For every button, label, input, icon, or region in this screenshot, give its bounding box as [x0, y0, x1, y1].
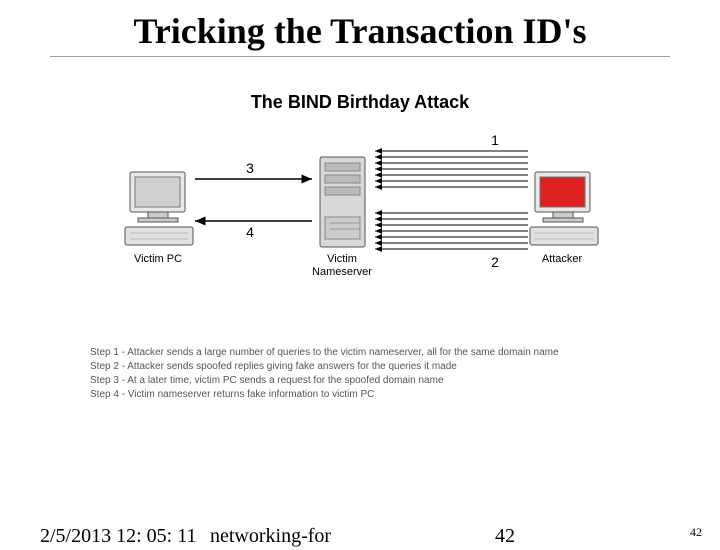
attacker-icon: [530, 172, 598, 245]
diagram-container: The BIND Birthday Attack Victim PC: [90, 92, 630, 402]
label-2: 2: [491, 254, 499, 270]
step-2: Step 2 - Attacker sends spoofed replies …: [90, 360, 559, 374]
victim-pc-icon: [125, 172, 193, 245]
step-4: Step 4 - Victim nameserver returns fake …: [90, 388, 559, 402]
step-3: Step 3 - At a later time, victim PC send…: [90, 374, 559, 388]
victim-ns-label-1: Victim: [327, 253, 357, 265]
attack-diagram: Victim PC Victim Nameserver Attacker 3: [90, 117, 630, 347]
title-underline: [50, 56, 670, 57]
label-4: 4: [246, 224, 254, 240]
attacker-label: Attacker: [542, 253, 583, 265]
victim-ns-label-2: Nameserver: [312, 266, 372, 278]
footer-timestamp: 2/5/2013 12: 05: 11: [40, 525, 196, 548]
steps-list: Step 1 - Attacker sends a large number o…: [90, 346, 559, 402]
bundle-2: [375, 213, 528, 249]
footer-small-page: 42: [690, 525, 702, 540]
footer-page: 42: [495, 525, 515, 548]
label-3: 3: [246, 160, 254, 176]
step-1: Step 1 - Attacker sends a large number o…: [90, 346, 559, 360]
footer-filename: networking-for: [210, 525, 331, 548]
label-1: 1: [491, 132, 499, 148]
bundle-1: [375, 151, 528, 187]
diagram-title: The BIND Birthday Attack: [90, 92, 630, 113]
slide-title: Tricking the Transaction ID's: [0, 10, 720, 52]
victim-nameserver-icon: [320, 157, 365, 247]
victim-pc-label: Victim PC: [134, 253, 182, 265]
